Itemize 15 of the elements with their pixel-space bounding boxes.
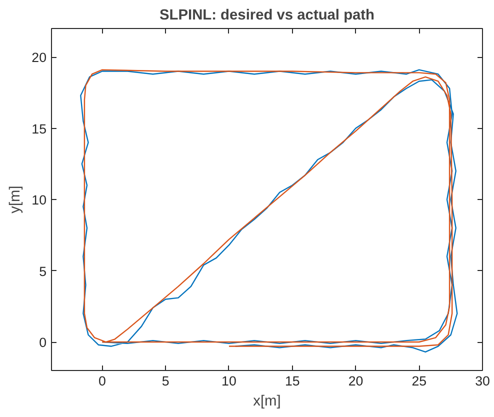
x-tick-label: 20 [348, 374, 364, 388]
y-tick-label: 0 [39, 335, 47, 350]
chart-title: SLPINL: desired vs actual path [159, 8, 375, 24]
x-axis-title: x[m] [253, 394, 281, 410]
x-tick-label: 0 [98, 374, 106, 388]
y-tick-label: 20 [32, 50, 47, 65]
x-tick-label: 30 [475, 374, 490, 388]
y-tick-label: 10 [32, 192, 47, 208]
x-tick-label: 15 [284, 374, 300, 388]
y-tick-label: 5 [39, 264, 47, 279]
x-tick-label: 25 [412, 374, 427, 388]
x-tick-label: 5 [162, 374, 170, 388]
x-tick-label: 10 [222, 374, 236, 388]
y-axis-title: y[m] [8, 186, 24, 214]
y-tick-label: 15 [32, 121, 47, 136]
